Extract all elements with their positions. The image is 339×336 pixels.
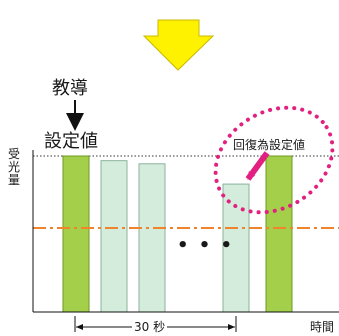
highlight-ellipse bbox=[213, 105, 335, 215]
highlight-arrow bbox=[245, 151, 270, 181]
y-axis-label: 受光量 bbox=[7, 147, 20, 187]
teach-arrow-head bbox=[66, 113, 84, 131]
ellipsis: • • • bbox=[177, 235, 235, 256]
bar-1 bbox=[100, 160, 128, 313]
bar-taught-0 bbox=[62, 155, 90, 313]
duration-arrow-left bbox=[76, 324, 83, 330]
bar-taught-4 bbox=[265, 155, 293, 313]
teach-label: 教導 bbox=[52, 78, 88, 99]
duration-arrow-right bbox=[228, 324, 235, 330]
x-axis-label: 時間 bbox=[310, 320, 335, 334]
yellow-down-arrow bbox=[142, 19, 215, 71]
duration-label: 30 秒 bbox=[132, 320, 168, 334]
setpoint-label: 設定値 bbox=[44, 131, 98, 152]
bar-2 bbox=[138, 163, 166, 313]
bar-group bbox=[62, 155, 293, 313]
recover-label: 回復為設定値 bbox=[233, 138, 306, 152]
